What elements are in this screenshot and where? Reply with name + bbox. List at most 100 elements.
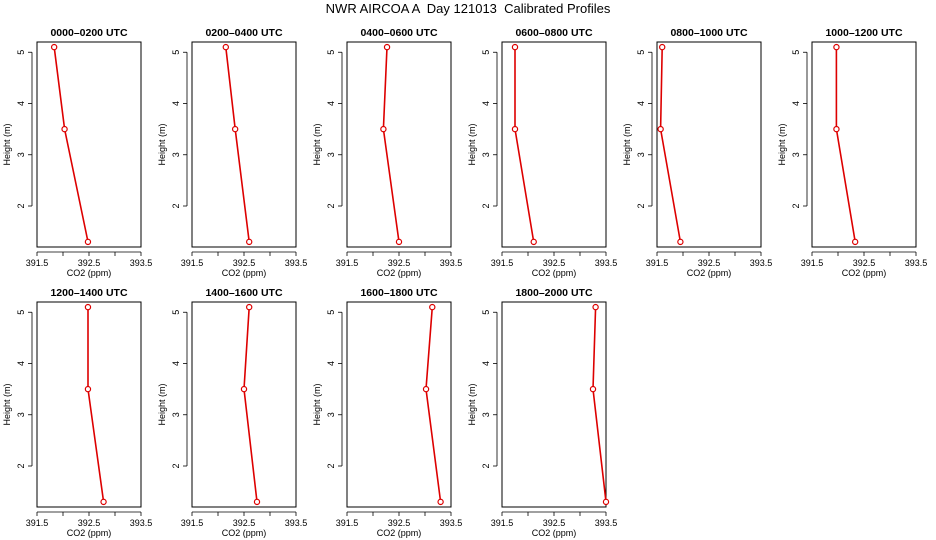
data-point — [84, 385, 92, 393]
x-axis-label: CO2 (ppm) — [532, 528, 577, 538]
y-tick-label: 4 — [16, 101, 26, 106]
y-tick-label: 5 — [481, 50, 491, 55]
plot-frame — [656, 41, 762, 248]
y-tick-label: 5 — [171, 310, 181, 315]
x-tick-label: 391.5 — [646, 258, 669, 268]
x-tick-label: 391.5 — [491, 518, 514, 528]
data-point — [61, 125, 68, 133]
x-tick-label: 393.5 — [130, 518, 153, 528]
series-line — [87, 307, 105, 503]
y-tick-label: 3 — [326, 152, 336, 157]
y-tick-label: 5 — [481, 310, 491, 315]
y-tick-label: 3 — [791, 152, 801, 157]
data-point — [602, 498, 610, 506]
data-point — [395, 238, 403, 246]
x-axis-label: CO2 (ppm) — [67, 528, 112, 538]
data-point — [253, 498, 261, 506]
x-axis-label: CO2 (ppm) — [222, 528, 267, 538]
x-tick-label: 392.5 — [78, 258, 101, 268]
plot-frame — [501, 301, 607, 508]
y-tick-label: 4 — [481, 101, 491, 106]
y-tick-label: 5 — [16, 50, 26, 55]
panel-title: 0600–0800 UTC — [515, 27, 592, 39]
data-point — [50, 43, 58, 51]
y-axis-label: Height (m) — [2, 123, 12, 165]
y-tick-label: 4 — [326, 361, 336, 366]
y-axis-label: Height (m) — [777, 123, 787, 165]
y-tick-label: 2 — [16, 203, 26, 208]
panel-title: 0000–0200 UTC — [50, 27, 127, 39]
data-point — [851, 238, 859, 246]
panel-title: 0800–1000 UTC — [670, 27, 747, 39]
x-axis-label: CO2 (ppm) — [377, 268, 422, 278]
data-point — [657, 125, 664, 133]
x-tick-label: 392.5 — [543, 258, 566, 268]
plot-frame — [191, 41, 297, 248]
y-tick-label: 2 — [481, 463, 491, 468]
x-tick-label: 391.5 — [26, 518, 49, 528]
y-axis-label: Height (m) — [467, 123, 477, 165]
data-point — [833, 125, 840, 133]
data-point — [589, 385, 597, 393]
y-tick-label: 2 — [171, 463, 181, 468]
y-tick-label: 2 — [16, 463, 26, 468]
data-point — [659, 43, 666, 51]
y-tick-label: 5 — [636, 50, 646, 55]
y-tick-label: 2 — [326, 203, 336, 208]
x-tick-label: 391.5 — [181, 258, 204, 268]
y-tick-label: 3 — [16, 412, 26, 417]
x-tick-label: 391.5 — [801, 258, 824, 268]
panel-title: 1800–2000 UTC — [515, 287, 592, 299]
y-tick-label: 4 — [481, 361, 491, 366]
panel-9: 1600–1800 UTC 391.5 392.5 393.5 CO2 (ppm) 2 3 4… — [312, 287, 462, 538]
x-tick-label: 392.5 — [698, 258, 721, 268]
panel-title: 1400–1600 UTC — [205, 287, 282, 299]
data-point — [245, 303, 253, 311]
data-point — [240, 385, 248, 393]
x-tick-label: 393.5 — [440, 258, 463, 268]
x-tick-label: 391.5 — [26, 258, 49, 268]
y-axis-label: Height (m) — [467, 383, 477, 425]
x-tick-label: 393.5 — [285, 518, 308, 528]
y-axis-label: Height (m) — [622, 123, 632, 165]
x-tick-label: 392.5 — [233, 258, 256, 268]
panel-title: 1200–1400 UTC — [50, 287, 127, 299]
y-tick-label: 4 — [791, 101, 801, 106]
plot-frame — [346, 41, 452, 248]
y-tick-label: 5 — [791, 50, 801, 55]
y-tick-label: 5 — [171, 50, 181, 55]
panel-1: 0000–0200 UTC 391.5 392.5 393.5 CO2 (ppm) 2 3 4… — [2, 27, 152, 278]
data-point — [84, 238, 92, 246]
x-axis-label: CO2 (ppm) — [67, 268, 112, 278]
y-tick-label: 4 — [171, 101, 181, 106]
x-tick-label: 393.5 — [595, 258, 618, 268]
y-tick-label: 5 — [326, 310, 336, 315]
data-point — [380, 125, 387, 133]
data-point — [511, 43, 519, 51]
panel-8: 1400–1600 UTC 391.5 392.5 393.5 CO2 (ppm) 2 3 4… — [157, 287, 307, 538]
y-tick-label: 4 — [171, 361, 181, 366]
y-axis-label: Height (m) — [157, 383, 167, 425]
x-tick-label: 393.5 — [285, 258, 308, 268]
plot-frame — [811, 41, 917, 248]
y-axis-label: Height (m) — [2, 383, 12, 425]
data-point — [592, 303, 599, 311]
y-tick-label: 2 — [636, 203, 646, 208]
plot-frame — [501, 41, 607, 248]
x-tick-label: 393.5 — [905, 258, 928, 268]
y-axis-label: Height (m) — [312, 383, 322, 425]
x-tick-label: 392.5 — [78, 518, 101, 528]
y-tick-label: 2 — [171, 203, 181, 208]
data-point — [100, 498, 107, 506]
x-axis-label: CO2 (ppm) — [842, 268, 887, 278]
y-tick-label: 2 — [791, 203, 801, 208]
y-axis-label: Height (m) — [312, 123, 322, 165]
series-line — [514, 47, 535, 243]
panel-title: 1600–1800 UTC — [360, 287, 437, 299]
y-tick-label: 3 — [171, 152, 181, 157]
x-axis-label: CO2 (ppm) — [222, 268, 267, 278]
y-tick-label: 4 — [326, 101, 336, 106]
x-axis-label: CO2 (ppm) — [532, 268, 577, 278]
x-tick-label: 393.5 — [440, 518, 463, 528]
